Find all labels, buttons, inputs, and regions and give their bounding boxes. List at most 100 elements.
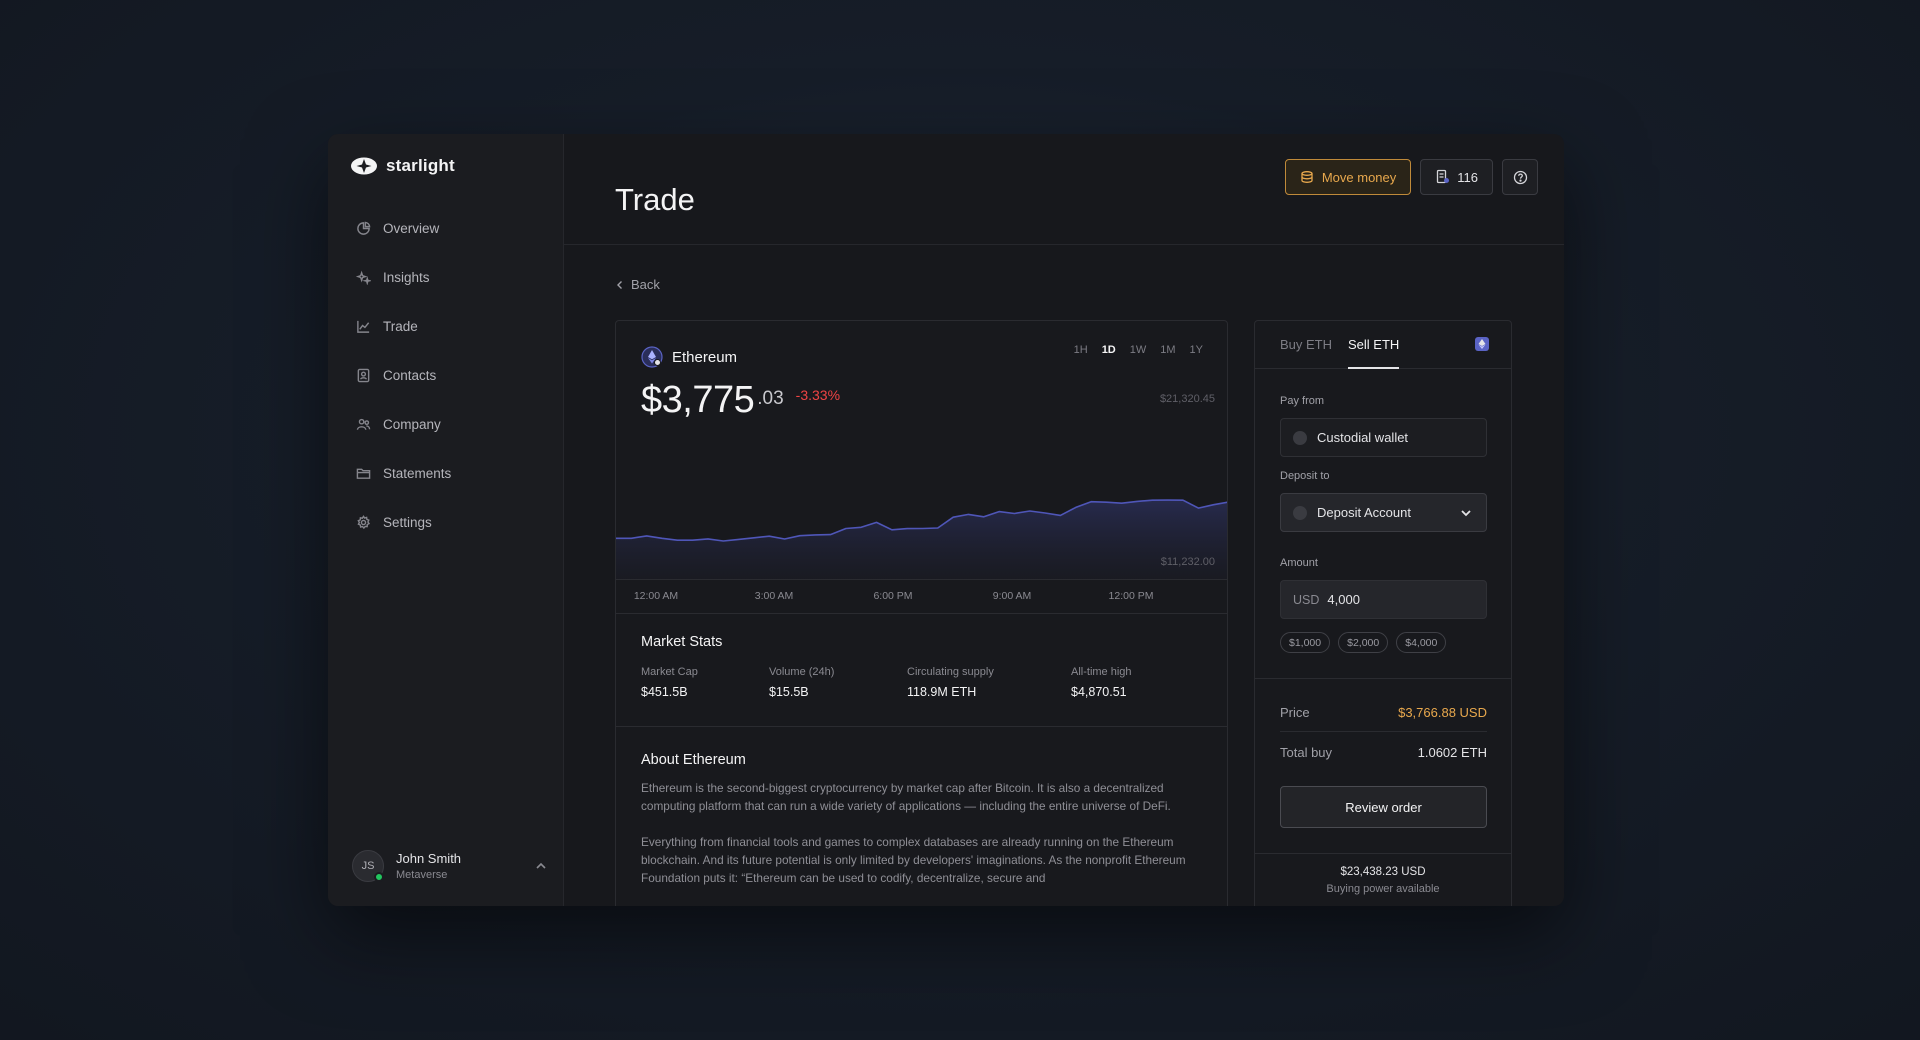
user-org: Metaverse <box>396 869 448 881</box>
range-1h[interactable]: 1H <box>1073 344 1088 356</box>
divider <box>616 613 1227 614</box>
price-cents: .03 <box>757 388 784 409</box>
price-row: Price $3,766.88 USD <box>1280 705 1487 720</box>
time-range-selector: 1H 1D 1W 1M 1Y <box>1074 344 1203 356</box>
stat-label: Market Cap <box>641 666 698 678</box>
stat-circulating-supply: Circulating supply 118.9M ETH <box>907 666 1071 699</box>
sidebar-item-statements[interactable]: Statements <box>328 455 563 491</box>
range-1m[interactable]: 1M <box>1160 344 1176 356</box>
sidebar-item-overview[interactable]: Overview <box>328 210 563 246</box>
line-chart-icon <box>357 320 370 333</box>
help-circle-icon <box>1513 170 1527 184</box>
bank-icon <box>1293 505 1307 520</box>
notification-count: 116 <box>1457 169 1478 185</box>
page-header: Trade Move money 116 <box>564 134 1564 245</box>
total-value: 1.0602 ETH <box>1417 745 1487 760</box>
pay-from-field[interactable]: Custodial wallet <box>1280 418 1487 457</box>
market-stats: Market Cap $451.5B Volume (24h) $15.5B C… <box>641 666 1191 699</box>
amount-currency: USD <box>1293 592 1320 607</box>
divider <box>1255 853 1511 854</box>
sidebar-nav: Overview Insights Trade Contacts Company… <box>328 210 563 553</box>
stat-value: $451.5B <box>641 685 688 699</box>
chart-max-label: $21,320.45 <box>1159 393 1215 405</box>
contact-card-icon <box>357 368 370 382</box>
price-main: $3,775 <box>641 379 755 421</box>
sidebar-item-insights[interactable]: Insights <box>328 259 563 295</box>
chevron-up-icon[interactable] <box>534 859 548 873</box>
price-chart[interactable] <box>616 421 1228 579</box>
buying-power-amount: $23,438.23 USD <box>1340 866 1426 878</box>
sidebar-item-company[interactable]: Company <box>328 406 563 442</box>
deposit-to-label: Deposit to <box>1280 470 1330 482</box>
quick-amount-chip[interactable]: $2,000 <box>1338 632 1389 653</box>
move-money-label: Move money <box>1321 169 1397 185</box>
folder-icon <box>356 468 371 479</box>
price-label: Price <box>1280 705 1310 720</box>
sidebar-item-label: Company <box>383 416 441 432</box>
amount-input[interactable]: USD 4,000 <box>1280 580 1487 619</box>
quick-amount-chip[interactable]: $1,000 <box>1280 632 1331 653</box>
about-title: About Ethereum <box>641 752 746 768</box>
stat-label: Circulating supply <box>907 666 994 678</box>
asset-header: Ethereum <box>641 346 737 368</box>
main-content: Trade Move money 116 Back <box>564 134 1564 906</box>
back-label: Back <box>631 277 660 292</box>
divider <box>1255 678 1511 679</box>
about-paragraph: Everything from financial tools and game… <box>641 835 1186 885</box>
price-display: $3,775 .03 -3.33% <box>641 379 840 422</box>
coins-icon <box>1301 171 1313 183</box>
notifications-button[interactable]: 116 <box>1420 159 1493 195</box>
avatar: JS <box>352 850 384 882</box>
stat-all-time-high: All-time high $4,870.51 <box>1071 666 1191 699</box>
deposit-to-select[interactable]: Deposit Account <box>1280 493 1487 532</box>
pay-from-label: Pay from <box>1280 395 1325 407</box>
user-menu[interactable]: JS John Smith Metaverse <box>352 846 548 886</box>
chart-area <box>616 500 1227 579</box>
quick-amounts: $1,000 $2,000 $4,000 <box>1280 632 1447 653</box>
tab-buy-eth[interactable]: Buy ETH <box>1280 337 1333 352</box>
sidebar-item-label: Statements <box>383 465 452 481</box>
chevron-left-icon <box>617 280 622 289</box>
document-badge-icon <box>1437 169 1450 184</box>
divider <box>616 726 1227 727</box>
sparkles-icon <box>356 270 371 285</box>
header-actions: Move money 116 <box>1284 159 1538 195</box>
quick-amount-chip[interactable]: $4,000 <box>1396 632 1447 653</box>
tab-sell-eth[interactable]: Sell ETH <box>1348 337 1400 352</box>
stat-volume: Volume (24h) $15.5B <box>769 666 907 699</box>
stat-value: 118.9M ETH <box>907 685 977 699</box>
pay-from-value: Custodial wallet <box>1317 430 1409 445</box>
stat-label: Volume (24h) <box>769 666 835 678</box>
price-change: -3.33% <box>795 387 841 403</box>
review-order-button[interactable]: Review order <box>1280 786 1487 828</box>
avatar-initials: JS <box>361 860 375 872</box>
range-1d[interactable]: 1D <box>1101 344 1116 356</box>
asset-name: Ethereum <box>672 348 738 366</box>
sidebar-item-trade[interactable]: Trade <box>328 308 563 344</box>
sidebar-item-settings[interactable]: Settings <box>328 504 563 540</box>
help-button[interactable] <box>1502 159 1538 195</box>
deposit-to-value: Deposit Account <box>1317 505 1411 520</box>
sidebar-item-label: Insights <box>383 269 430 285</box>
x-tick-label: 3:00 AM <box>754 590 794 602</box>
x-tick-label: 9:00 AM <box>992 590 1032 602</box>
range-1y[interactable]: 1Y <box>1189 344 1203 356</box>
starlight-logo-icon <box>351 157 377 175</box>
amount-value: 4,000 <box>1327 592 1360 607</box>
sidebar-item-contacts[interactable]: Contacts <box>328 357 563 393</box>
range-1w[interactable]: 1W <box>1129 344 1147 356</box>
move-money-button[interactable]: Move money <box>1284 159 1412 195</box>
x-tick-label: 12:00 PM <box>1108 590 1154 602</box>
chevron-down-icon <box>1461 510 1471 517</box>
back-link[interactable]: Back <box>615 277 660 292</box>
ethereum-icon <box>641 346 663 368</box>
sidebar-item-label: Trade <box>383 318 418 334</box>
x-tick-label: 6:00 PM <box>873 590 913 602</box>
logo[interactable]: starlight <box>350 156 455 176</box>
ethereum-badge-icon <box>1475 337 1489 351</box>
users-icon <box>356 418 371 430</box>
user-name: John Smith <box>396 851 462 866</box>
chart-x-axis <box>616 579 1227 580</box>
chart-min-label: $11,232.00 <box>1160 556 1215 568</box>
about-paragraph: Ethereum is the second-biggest cryptocur… <box>641 781 1171 813</box>
